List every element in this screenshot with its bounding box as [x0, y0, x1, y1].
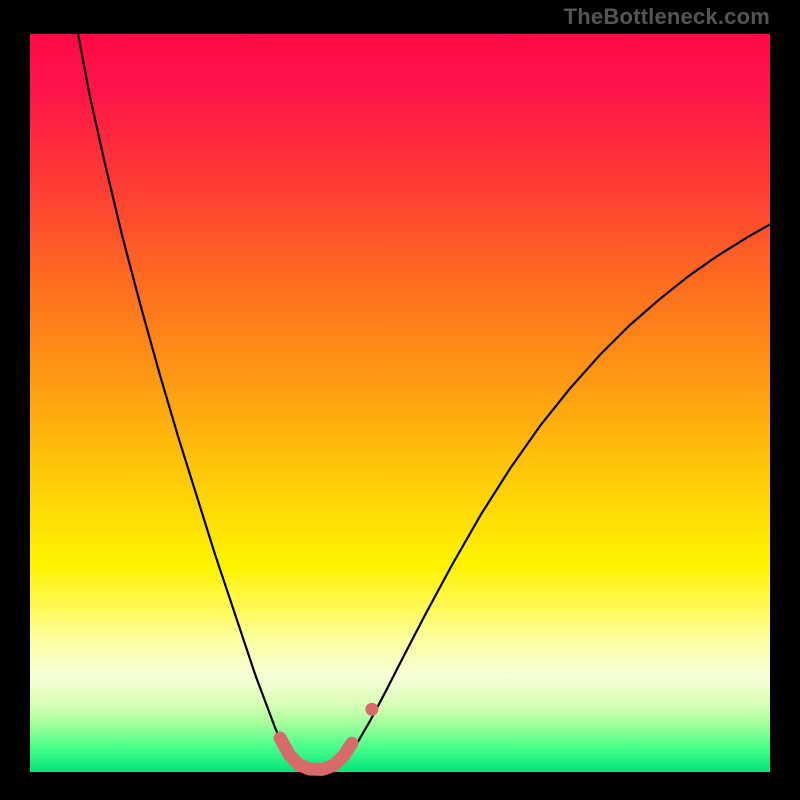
- highlight-dot: [365, 703, 378, 716]
- chart-svg: [0, 0, 800, 800]
- watermark-text: TheBottleneck.com: [564, 4, 770, 30]
- chart-stage: TheBottleneck.com: [0, 0, 800, 800]
